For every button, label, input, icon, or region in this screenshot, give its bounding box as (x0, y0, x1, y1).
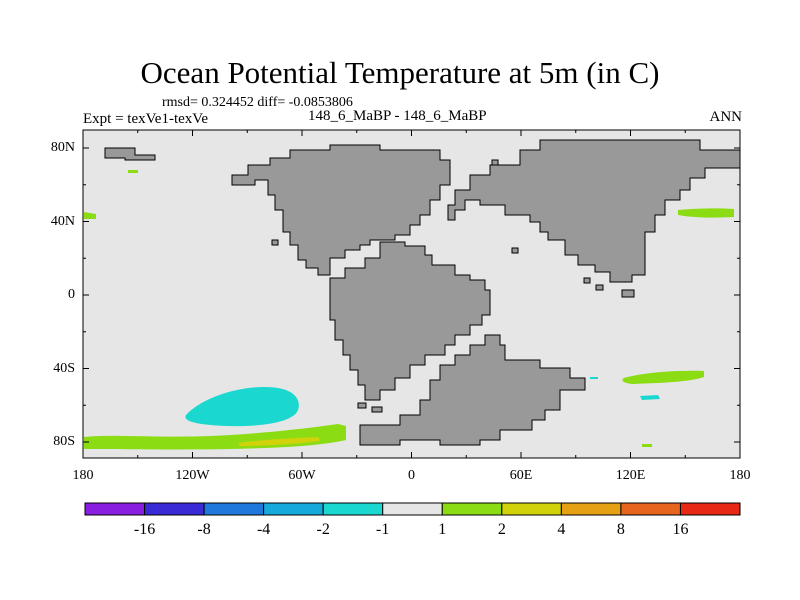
colorbar-swatch (441, 502, 503, 516)
colorbar-swatch (560, 502, 622, 516)
cool-anomaly-fleck-east (640, 395, 660, 400)
x-tick-label: 180 (72, 468, 94, 483)
stats-label: rmsd= 0.324452 diff= -0.0853806 (162, 95, 353, 110)
landmass-small-island-7 (511, 247, 519, 254)
colorbar-label: 1 (438, 521, 447, 538)
colorbar-label: -1 (376, 521, 390, 538)
colorbar-swatch (382, 502, 443, 516)
colorbar-swatch (84, 502, 146, 516)
colorbar-swatch (322, 502, 384, 516)
landmass-small-island-5 (621, 289, 635, 298)
cool-anomaly-patch (185, 386, 299, 427)
x-tick-label: 60W (288, 468, 316, 483)
colorbar-label: 8 (616, 521, 625, 538)
colorbar-swatch (203, 502, 265, 516)
x-tick-label: 0 (408, 468, 415, 483)
landmass-small-island-6 (583, 277, 591, 284)
landmass-eurasia (447, 139, 741, 283)
colorbar-swatch (263, 502, 324, 516)
landmass-small-island-4 (595, 284, 604, 291)
colorbar-label: 2 (497, 521, 506, 538)
cool-anomaly-fleck-small (590, 377, 598, 379)
landmass-small-island-1 (271, 239, 279, 246)
colorbar-swatch (679, 502, 741, 516)
run-label: 148_6_MaBP - 148_6_MaBP (308, 108, 487, 124)
colorbar-swatch (620, 502, 681, 516)
axis-tick-marks (82, 130, 741, 458)
x-tick-label: 120E (615, 468, 646, 483)
colorbar (84, 502, 741, 516)
warm-anomaly-arctic-fleck (128, 170, 138, 173)
y-tick-label: 40N (50, 213, 75, 229)
experiment-label: Expt = texVe1-texVe (83, 111, 209, 127)
colorbar-label: -16 (133, 521, 156, 538)
y-tick-label: 80N (50, 140, 75, 155)
landmass-south-america-africa (329, 241, 491, 401)
y-tick-label: 40S (53, 360, 75, 376)
landmass-small-island-2 (357, 402, 367, 409)
colorbar-swatch (501, 502, 562, 516)
land-masses (104, 139, 741, 446)
landmass-small-island-3 (371, 406, 383, 413)
warm-anomaly-east-band (622, 370, 704, 384)
colorbar-label: -8 (197, 521, 211, 538)
landmass-small-island-8 (491, 159, 499, 166)
plot-title: Ocean Potential Temperature at 5m (in C) (140, 55, 660, 90)
colorbar-swatch (144, 502, 205, 516)
x-tick-label: 60E (509, 468, 533, 483)
landmass-greenland-north (104, 147, 156, 161)
colorbar-label: 16 (672, 521, 689, 538)
x-tick-label: 180 (729, 468, 751, 483)
colorbar-label: -2 (316, 521, 330, 538)
y-tick-label: 80S (53, 434, 75, 449)
colorbar-label: -4 (256, 521, 271, 538)
landmass-africa-south (359, 334, 586, 446)
warm-anomaly-northeast-band (678, 208, 734, 218)
warm-anomaly-west-sliver (84, 212, 96, 219)
anomaly-fills (84, 170, 734, 450)
y-tick-label: 0 (68, 287, 75, 302)
warm-anomaly-south-fleck (642, 444, 652, 447)
x-tick-label: 120W (175, 468, 210, 483)
landmass-north-america (231, 144, 451, 276)
season-label: ANN (709, 109, 743, 125)
colorbar-label: 4 (557, 521, 566, 538)
strong-warm-anomaly-patch (238, 437, 320, 446)
